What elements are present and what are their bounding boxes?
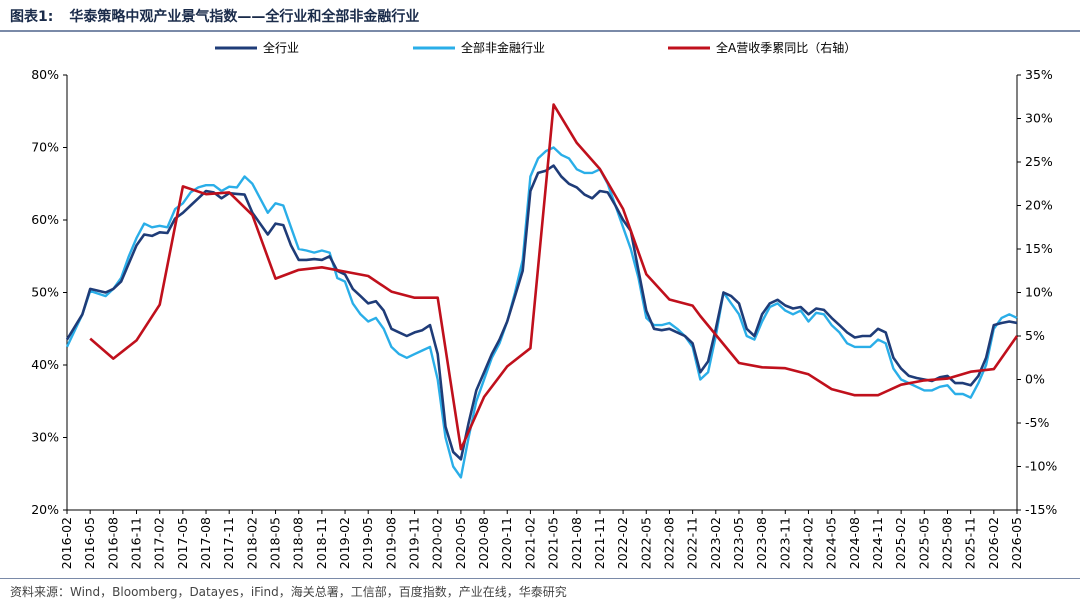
x-tick-label: 2016-11 — [129, 517, 144, 569]
x-tick-label: 2021-02 — [522, 517, 537, 569]
y-left-tick-label: 20% — [31, 502, 59, 517]
x-tick-label: 2024-05 — [824, 517, 839, 569]
x-tick-label: 2023-02 — [708, 517, 723, 569]
y-right-tick-label: -10% — [1025, 459, 1057, 474]
legend: 全行业 全部非金融行业 全A营收季累同比（右轴） — [215, 40, 856, 55]
x-tick-label: 2020-02 — [430, 517, 445, 569]
y-left-tick-label: 60% — [31, 212, 59, 227]
x-tick-label: 2019-02 — [337, 517, 352, 569]
x-tick-label: 2022-02 — [615, 517, 630, 569]
x-tick-label: 2023-11 — [777, 517, 792, 569]
line-chart: 80% 70% 60% 50% 40% 30% 20% 35% 30% 25% 20% 15% 10% 5… — [31, 40, 1057, 569]
y-left-tick-label: 70% — [31, 140, 59, 155]
x-tick-label: 2024-08 — [847, 517, 862, 569]
x-tick-label: 2019-05 — [360, 517, 375, 569]
x-tick-label: 2019-11 — [407, 517, 422, 569]
x-tick-label: 2017-08 — [198, 517, 213, 569]
x-tick-label: 2016-08 — [105, 517, 120, 569]
x-tick-label: 2021-08 — [569, 517, 584, 569]
x-tick-label: 2020-11 — [499, 517, 514, 569]
series-group — [65, 103, 1019, 479]
x-tick-label: 2017-11 — [221, 517, 236, 569]
x-tick-label: 2021-11 — [592, 517, 607, 569]
x-tick-label: 2016-05 — [82, 517, 97, 569]
y-right-tick-label: 35% — [1025, 67, 1053, 82]
y-left-tick-label: 30% — [31, 430, 59, 445]
x-tick-label: 2017-05 — [175, 517, 190, 569]
x-tick-label: 2025-11 — [963, 517, 978, 569]
y-right-tick-label: -15% — [1025, 502, 1057, 517]
title-divider — [0, 30, 1080, 32]
legend-label: 全行业 — [263, 40, 299, 55]
y-right-tick-label: -5% — [1025, 415, 1049, 430]
figure-title-text: 华泰策略中观产业景气指数——全行业和全部非金融行业 — [69, 9, 420, 25]
x-tick-label: 2025-02 — [893, 517, 908, 569]
y-right-tick-label: 30% — [1025, 111, 1053, 126]
x-tick-label: 2018-02 — [244, 517, 259, 569]
x-tick-label: 2026-05 — [1009, 517, 1024, 569]
x-tick-label: 2018-05 — [268, 517, 283, 569]
legend-label: 全部非金融行业 — [461, 40, 545, 55]
x-tick-label: 2019-08 — [383, 517, 398, 569]
y-left-tick-label: 40% — [31, 357, 59, 372]
y-left-tick-label: 50% — [31, 285, 59, 300]
y-right-tick-label: 10% — [1025, 285, 1053, 300]
figure-number: 图表1: — [10, 9, 54, 25]
x-tick-label: 2024-11 — [870, 517, 885, 569]
y-right-tick-label: 15% — [1025, 241, 1053, 256]
y-right-tick-label: 25% — [1025, 154, 1053, 169]
x-tick-label: 2025-08 — [939, 517, 954, 569]
source-note: 资料来源：Wind，Bloomberg，Datayes，iFind，海关总署，工… — [10, 585, 567, 599]
x-tick-label: 2023-08 — [754, 517, 769, 569]
x-tick-label: 2022-05 — [638, 517, 653, 569]
x-tick-label: 2018-08 — [291, 517, 306, 569]
x-tick-label: 2020-08 — [476, 517, 491, 569]
y-right-tick-label: 0% — [1025, 372, 1045, 387]
x-tick-label: 2016-02 — [59, 517, 74, 569]
series-line-0 — [65, 164, 1018, 461]
chart-title: 图表1: 华泰策略中观产业景气指数——全行业和全部非金融行业 — [10, 6, 419, 26]
x-tick-label: 2023-05 — [731, 517, 746, 569]
x-tick-label: 2021-05 — [546, 517, 561, 569]
y-right-tick-label: 5% — [1025, 328, 1045, 343]
x-tick-label: 2024-02 — [800, 517, 815, 569]
y-left-tick-label: 80% — [31, 67, 59, 82]
x-tick-label: 2022-08 — [661, 517, 676, 569]
x-tick-label: 2022-11 — [685, 517, 700, 569]
x-tick-label: 2017-02 — [152, 517, 167, 569]
x-tick-label: 2018-11 — [314, 517, 329, 569]
x-tick-label: 2020-05 — [453, 517, 468, 569]
axes-group: 80% 70% 60% 50% 40% 30% 20% 35% 30% 25% 20% 15% 10% 5… — [31, 67, 1057, 569]
x-tick-label: 2026-02 — [986, 517, 1001, 569]
y-right-tick-label: 20% — [1025, 198, 1053, 213]
legend-label: 全A营收季累同比（右轴） — [716, 40, 856, 55]
series-line-1 — [65, 146, 1018, 479]
series-line-2 — [89, 103, 1019, 451]
source-divider — [0, 578, 1080, 579]
x-tick-label: 2025-05 — [916, 517, 931, 569]
